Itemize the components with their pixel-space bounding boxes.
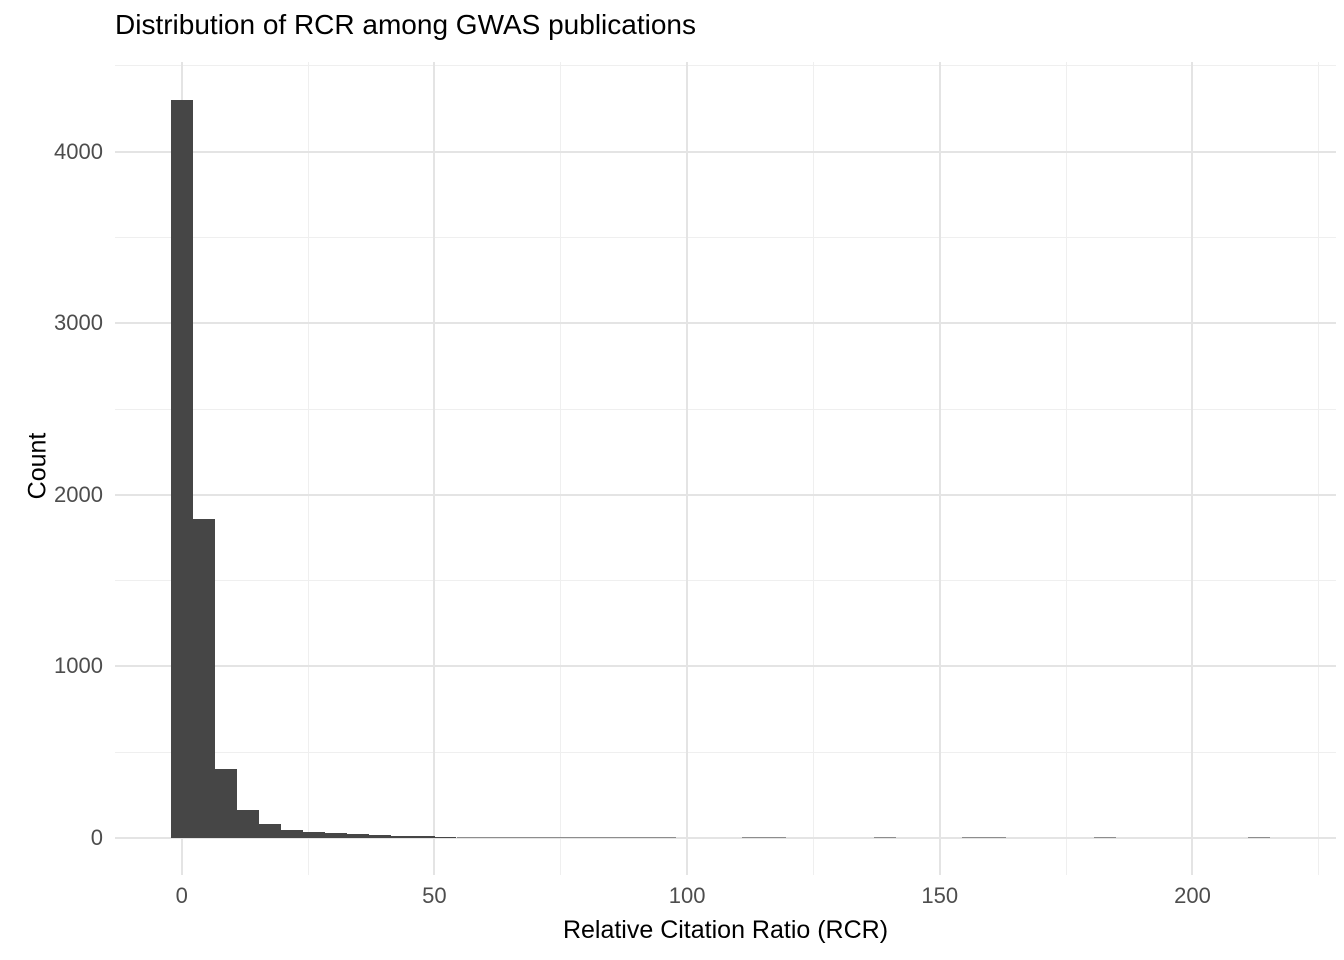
y-tick-label: 2000 <box>54 481 103 507</box>
y-major-gridline <box>115 322 1336 325</box>
histogram-bar <box>302 831 325 838</box>
histogram-bar <box>324 833 347 838</box>
y-minor-gridline <box>115 580 1336 582</box>
x-major-gridline <box>433 62 436 875</box>
histogram-bar <box>192 518 215 838</box>
histogram-bar <box>456 836 479 838</box>
histogram-bar <box>500 836 523 838</box>
histogram-bar <box>1094 836 1117 838</box>
histogram-bar <box>654 836 677 838</box>
x-major-gridline <box>686 62 689 875</box>
y-major-gridline <box>115 665 1336 668</box>
x-major-gridline <box>1191 62 1194 875</box>
y-axis-title-text: Count <box>23 432 52 500</box>
histogram-bar <box>742 836 765 838</box>
y-tick-label: 0 <box>90 824 103 850</box>
histogram-bar <box>236 810 259 838</box>
x-tick-label: 100 <box>668 883 706 908</box>
histogram-bar <box>214 769 237 838</box>
y-major-gridline <box>115 836 1336 839</box>
plot-panel <box>115 62 1336 875</box>
x-axis-title: Relative Citation Ratio (RCR) <box>562 916 889 944</box>
y-minor-gridline <box>115 751 1336 753</box>
y-minor-gridline <box>115 237 1336 238</box>
x-minor-gridline <box>1318 62 1320 875</box>
x-minor-gridline <box>560 62 562 875</box>
chart-title: Distribution of RCR among GWAS publicati… <box>115 9 696 40</box>
histogram-bar <box>522 836 545 838</box>
histogram-bar <box>390 835 413 838</box>
histogram-bar <box>962 836 985 838</box>
y-tick-label: 1000 <box>54 653 103 679</box>
x-minor-gridline <box>1065 62 1067 875</box>
y-minor-gridline <box>115 408 1336 410</box>
histogram-bar <box>984 836 1007 838</box>
histogram-bar <box>258 824 281 838</box>
histogram-bar <box>632 836 655 838</box>
y-tick-label: 4000 <box>54 138 103 164</box>
histogram-bar <box>588 836 611 838</box>
histogram-bar <box>544 836 567 838</box>
histogram-bar <box>280 829 303 838</box>
histogram-bar <box>368 835 391 838</box>
x-minor-gridline <box>307 62 309 875</box>
x-tick-label: 150 <box>921 883 959 908</box>
x-major-gridline <box>938 62 941 875</box>
y-tick-label: 3000 <box>54 310 103 336</box>
x-minor-gridline <box>812 62 814 875</box>
histogram-bar <box>346 833 369 838</box>
histogram-bar <box>412 836 435 838</box>
histogram-bar <box>1247 836 1270 838</box>
x-tick-label: 50 <box>422 883 447 908</box>
histogram-bar <box>434 836 457 838</box>
y-minor-gridline <box>115 65 1336 67</box>
x-tick-label: 0 <box>175 883 188 908</box>
histogram-bar <box>764 836 787 838</box>
y-major-gridline <box>115 493 1336 496</box>
histogram-bar <box>874 836 897 838</box>
histogram-bar <box>478 836 501 838</box>
x-tick-label: 200 <box>1174 883 1211 908</box>
histogram-bar <box>610 836 633 838</box>
histogram-bar <box>170 100 193 838</box>
histogram-bar <box>566 836 589 838</box>
y-major-gridline <box>115 150 1336 153</box>
